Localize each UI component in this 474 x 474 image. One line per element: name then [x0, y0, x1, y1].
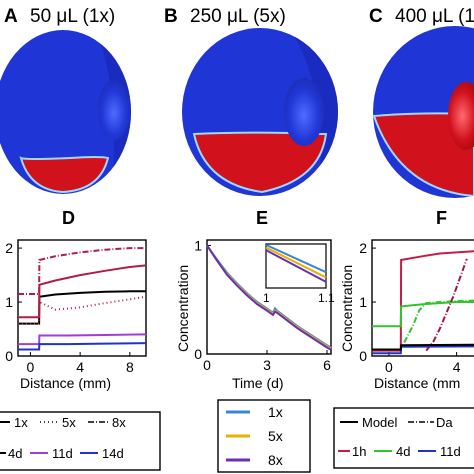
x-tick-label-d-1: 4: [76, 359, 84, 375]
legend-e-label-8x: 8x: [268, 452, 283, 468]
y-tick-label-d-0: 0: [5, 348, 13, 364]
x-tick-label-e-1: 3: [263, 357, 271, 373]
legend-f-label-1h: 1h: [352, 444, 366, 459]
legend-frame-f: [333, 407, 474, 469]
legend-frame-d: [0, 411, 161, 471]
series-line-d-4: [18, 333, 147, 346]
legend-e-label-5x: 5x: [268, 428, 283, 444]
panel-letter-a: A: [4, 6, 18, 27]
legend-d-label-14d: 14d: [102, 446, 124, 461]
legend-d-label-5x: 5x: [62, 415, 76, 430]
legend-f-label-4d: 4d: [396, 444, 410, 459]
inset-line-1: [265, 246, 327, 279]
series-line-e-2: [206, 244, 332, 351]
x-tick-label-d-2: 8: [126, 359, 134, 375]
eye-render-c: [373, 26, 474, 198]
x-axis-label-f: Distance (mm: [374, 375, 460, 391]
legend-d: 1x 5x 8x 4d 11d 14d: [0, 411, 161, 471]
series-line-d-0: [18, 290, 146, 325]
y-tick-label-e-1: 1: [194, 237, 202, 253]
y-axis-label-e: Concentration: [175, 265, 191, 352]
x-axis-label-d: Distance (mm): [20, 375, 111, 391]
chart-e: 0 3 6 0 1 Concentration Time (d) 1 1.1: [175, 237, 335, 391]
panel-letter-f: F: [436, 208, 447, 228]
x-tick-label-e-0: 0: [203, 357, 211, 373]
eye-render-b: [182, 28, 338, 196]
y-tick-label-d-1: 1: [5, 294, 13, 310]
inset-line-2: [265, 249, 327, 283]
panel-letter-c: C: [369, 6, 383, 27]
panel-letter-e: E: [256, 208, 268, 228]
panel-title-a: 50 μL (1x): [30, 6, 115, 27]
legend-d-label-8x: 8x: [112, 415, 126, 430]
panel-letter-d: D: [62, 208, 75, 228]
x-tick-label-d-0: 0: [27, 359, 35, 375]
series-line-f-2: [403, 299, 474, 343]
legend-d-label-1x: 1x: [14, 415, 28, 430]
legend-e: 1x 5x 8x: [217, 399, 311, 473]
plot-frame-f: [371, 239, 474, 357]
y-tick-label-e-0: 0: [194, 346, 202, 362]
x-axis-label-e: Time (d): [232, 375, 284, 391]
legend-d-label-11d: 11d: [52, 446, 73, 461]
series-line-f-3: [425, 258, 468, 352]
chart-f: 0 4 0 1 2 Concentration Distance (mm: [339, 239, 474, 391]
inset-tick-2: 1.1: [318, 291, 335, 305]
y-tick-label-f-2: 2: [359, 240, 367, 256]
y-axis-label-f: Concentration: [339, 265, 355, 352]
inset-e: 1 1.1: [263, 243, 335, 305]
x-tick-label-f-0: 0: [385, 359, 393, 375]
legend-f: Model Da 1h 4d 11d: [333, 407, 474, 469]
legend-f-label-data: Da: [436, 415, 453, 430]
series-line-d-2: [18, 247, 146, 295]
legend-d-label-4d: 4d: [8, 446, 22, 461]
plot-frame-d: [17, 239, 147, 357]
legend-f-label-model: Model: [362, 415, 398, 430]
panel-title-c: 400 μL (1: [395, 6, 474, 27]
legend-e-label-1x: 1x: [268, 404, 283, 420]
legend-f-label-11d: 11d: [440, 444, 461, 459]
inset-line-0: [265, 243, 327, 274]
x-tick-label-f-1: 4: [453, 359, 461, 375]
y-tick-label-f-1: 1: [359, 294, 367, 310]
series-line-f-5: [372, 343, 474, 351]
panel-title-b: 250 μL (5x): [190, 6, 286, 27]
series-line-d-3: [18, 295, 147, 325]
series-line-d-5: [18, 342, 147, 351]
inset-tick-1: 1: [263, 291, 270, 305]
chart-d: 0 4 8 0 1 2 Distance (mm): [5, 239, 147, 391]
y-tick-label-f-0: 0: [359, 348, 367, 364]
eye-render-a: [0, 30, 131, 194]
x-tick-label-e-2: 6: [323, 357, 331, 373]
series-line-f-1: [372, 301, 474, 328]
y-tick-label-d-2: 2: [5, 240, 13, 256]
plot-frame-e: [206, 239, 332, 355]
panel-letter-b: B: [164, 6, 178, 27]
